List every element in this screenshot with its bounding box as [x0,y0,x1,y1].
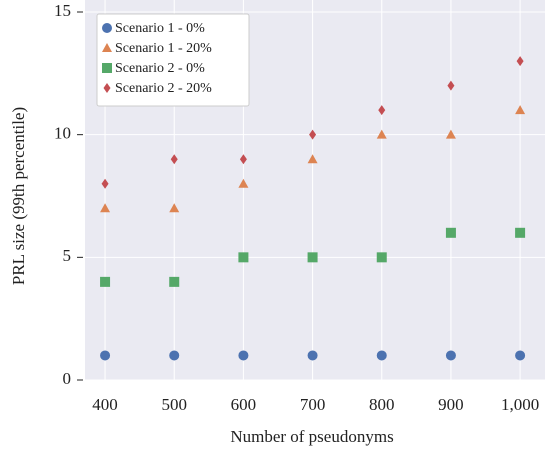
point [101,178,109,189]
point [169,350,180,361]
point [238,350,249,361]
point [238,178,249,188]
point [516,56,524,67]
y-tick-label: 10 [54,124,71,143]
point [378,105,386,116]
point [447,80,455,91]
point [100,350,111,361]
x-tick-label: 700 [300,395,326,414]
point [100,203,111,213]
point [169,203,180,213]
x-tick-label: 500 [161,395,187,414]
point [307,154,318,164]
point [307,350,318,361]
x-tick-label: 600 [231,395,257,414]
point [515,105,526,115]
point [309,129,317,140]
point [307,252,318,263]
point [445,227,456,238]
point [100,276,111,287]
y-tick-label: 0 [63,369,72,388]
legend-marker [102,43,112,52]
point [515,350,526,361]
legend-marker [102,63,112,73]
legend-box [96,13,250,107]
legend-label: Scenario 1 - 0% [115,21,205,36]
x-tick-label: 1,000 [501,395,539,414]
legend-label: Scenario 2 - 0% [115,61,205,76]
point [376,350,387,361]
x-tick-label: 900 [438,395,464,414]
y-tick-label: 15 [54,1,71,20]
point [239,154,247,165]
x-tick-label: 800 [369,395,395,414]
point [170,154,178,165]
legend-marker [102,23,112,33]
point [169,276,180,287]
legend-marker [103,83,111,93]
legend-label: Scenario 1 - 20% [115,41,212,56]
point [445,350,456,361]
point [376,252,387,263]
y-axis-label: PRL size (99th percentile) [9,107,28,285]
point [376,129,387,139]
x-tick-label: 400 [92,395,118,414]
x-axis-label: Number of pseudonyms [230,427,393,446]
point [238,252,249,263]
legend-label: Scenario 2 - 20% [115,81,212,96]
point [445,129,456,139]
y-tick-label: 5 [63,246,72,265]
point [515,227,526,238]
